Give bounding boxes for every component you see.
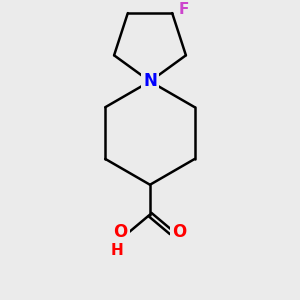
Text: O: O — [114, 224, 128, 242]
Text: N: N — [143, 72, 157, 90]
Text: O: O — [172, 224, 186, 242]
Text: H: H — [110, 243, 123, 258]
Text: F: F — [179, 2, 189, 16]
